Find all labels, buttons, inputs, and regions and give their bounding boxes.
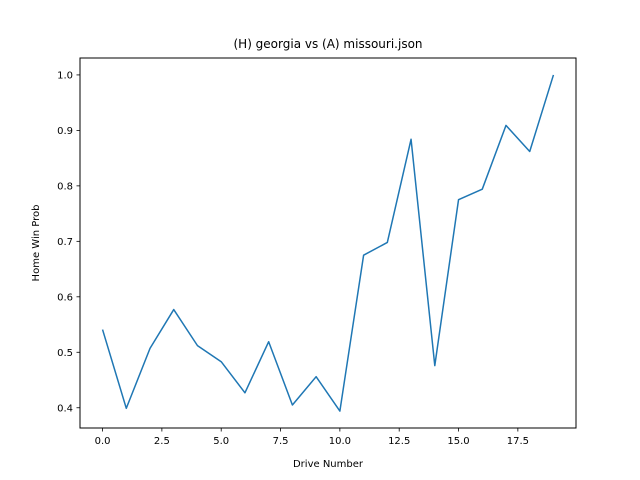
y-tick-label: 0.9 [57,126,73,137]
x-tick-label: 10.0 [329,436,351,447]
x-tick-label: 7.5 [273,436,289,447]
chart-title: (H) georgia vs (A) missouri.json [233,37,422,51]
plot-area [101,74,555,412]
x-axis-title: Drive Number [293,459,364,470]
y-tick-label: 0.6 [57,292,73,303]
y-tick-label: 0.7 [57,237,73,248]
y-axis: 0.4 0.5 0.6 0.7 0.8 0.9 1.0 [57,70,80,414]
y-tick-label: 0.5 [57,348,73,359]
x-axis: 0.0 2.5 5.0 7.5 10.0 12.5 15.0 17.5 [95,428,529,447]
x-tick-label: 15.0 [447,436,469,447]
y-tick-label: 0.8 [57,181,73,192]
y-tick-label: 0.4 [57,403,73,414]
x-tick-label: 2.5 [154,436,170,447]
y-axis-title: Home Win Prob [31,205,42,282]
x-tick-label: 5.0 [213,436,229,447]
x-tick-label: 12.5 [388,436,410,447]
series-line-0 [101,74,555,412]
plot-frame [79,57,577,429]
x-tick-label: 17.5 [507,436,529,447]
x-tick-label: 0.0 [95,436,111,447]
y-tick-label: 1.0 [57,70,73,81]
